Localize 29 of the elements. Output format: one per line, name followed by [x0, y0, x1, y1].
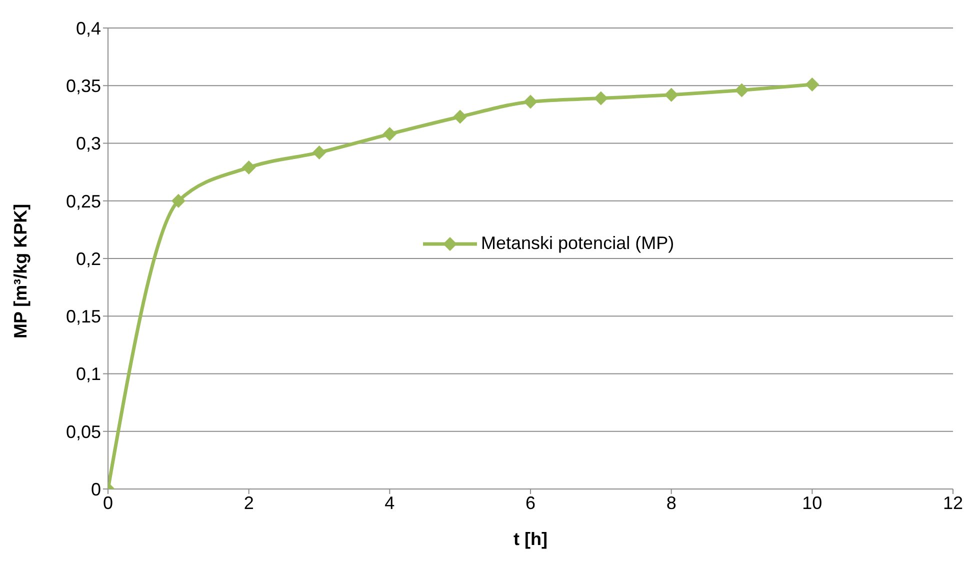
y-tick-label: 0,3 — [76, 134, 101, 154]
y-tick-label: 0,05 — [66, 422, 101, 442]
x-tick-label: 2 — [244, 492, 254, 513]
x-tick-label: 4 — [384, 492, 395, 513]
y-tick-label: 0,35 — [66, 76, 101, 96]
point — [453, 110, 468, 124]
x-tick-label: 12 — [942, 492, 964, 513]
x-tick-label: 6 — [525, 492, 536, 513]
point — [805, 77, 820, 92]
legend-label: Metanski potencial (MP) — [481, 233, 674, 254]
point — [171, 194, 186, 208]
y-axis-title: MP [m³/kg KPK] — [10, 204, 30, 338]
point — [664, 88, 678, 102]
y-tick-label: 0,4 — [76, 18, 101, 38]
point — [734, 83, 749, 98]
point — [524, 94, 538, 109]
x-tick-label: 8 — [666, 492, 676, 513]
y-tick-label: 0,25 — [66, 191, 101, 212]
point — [312, 145, 326, 160]
point — [594, 91, 608, 106]
y-tick-label: 0,1 — [76, 364, 101, 384]
y-tick-label: 0,15 — [66, 306, 101, 327]
x-tick-label: 0 — [102, 492, 114, 513]
point — [242, 160, 256, 174]
x-tick-label: 10 — [802, 492, 822, 513]
y-tick-label: 0 — [90, 479, 101, 500]
x-axis-title: t [h] — [514, 529, 548, 549]
point — [382, 127, 397, 142]
y-tick-label: 0,2 — [76, 248, 101, 269]
